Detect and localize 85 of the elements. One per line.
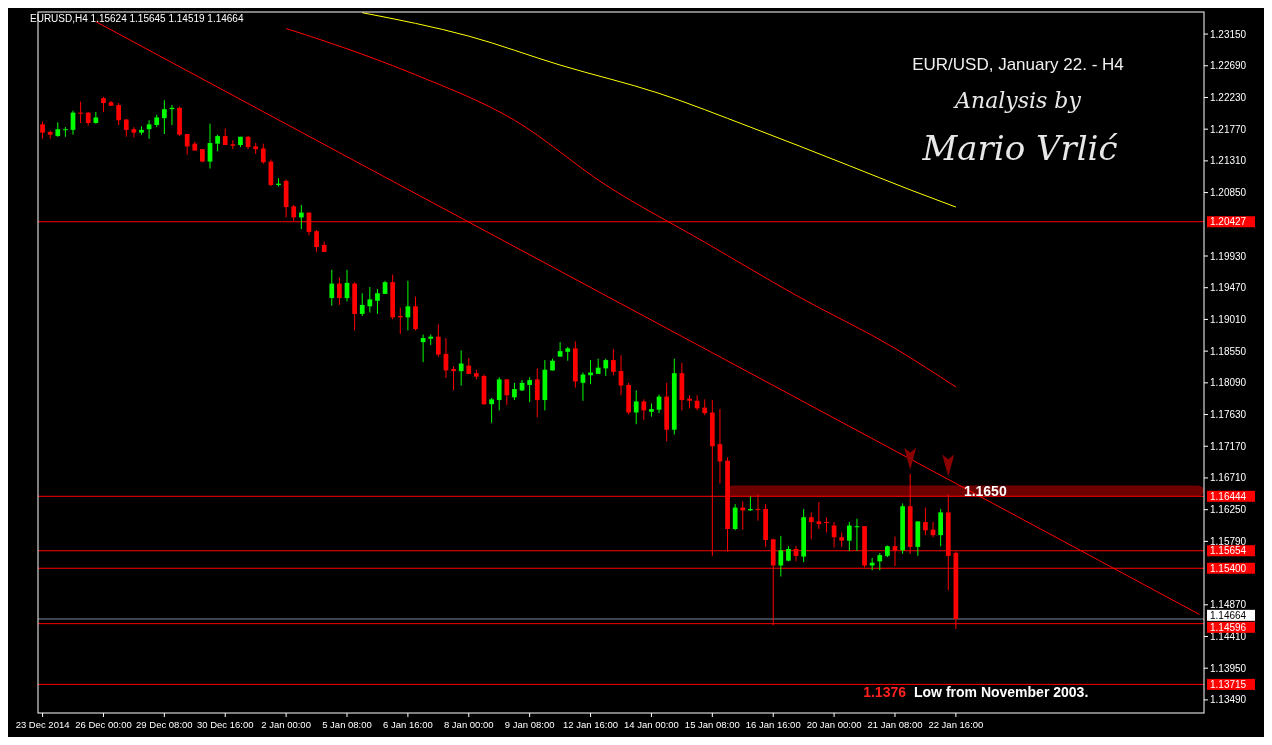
y-tick-label: 1.21770 xyxy=(1210,123,1247,135)
x-tick-label: 2 Jan 00:00 xyxy=(261,719,311,730)
y-tick-label: 1.22230 xyxy=(1210,91,1247,103)
ref-line-label: 1.16444 xyxy=(1210,490,1247,502)
x-tick-label: 15 Jan 08:00 xyxy=(684,719,740,730)
x-tick-label: 9 Jan 08:00 xyxy=(504,719,555,730)
candlestick xyxy=(451,365,456,391)
ref-line-label: 1.13715 xyxy=(1210,678,1247,690)
candlestick xyxy=(413,296,418,331)
candlestick xyxy=(131,126,137,138)
ref-line-label: 1.15654 xyxy=(1210,545,1247,557)
annotation: Analysis by xyxy=(953,88,1082,113)
y-tick-label: 1.19930 xyxy=(1210,250,1247,262)
ref-line-label: 1.15400 xyxy=(1210,562,1247,574)
x-tick-label: 21 Jan 08:00 xyxy=(867,719,923,730)
annotation: Low from November 2003. xyxy=(914,684,1089,701)
candlestick xyxy=(435,323,441,358)
x-tick-label: 26 Dec 00:00 xyxy=(75,719,132,730)
band-label: 1.1650 xyxy=(963,482,1007,499)
candlestick xyxy=(337,276,342,306)
y-tick-label: 1.19010 xyxy=(1210,313,1247,325)
x-tick-label: 5 Jan 08:00 xyxy=(322,719,372,730)
annotation: EURUSD,H4 1.15624 1.15645 1.14519 1.14664 xyxy=(30,13,244,24)
ref-line-label: 1.20427 xyxy=(1210,216,1247,228)
candlestick xyxy=(778,535,784,578)
y-tick-label: 1.15790 xyxy=(1210,535,1247,547)
y-tick-label: 1.18090 xyxy=(1210,377,1247,389)
candlestick xyxy=(816,501,822,530)
annotation: 1.1376 xyxy=(863,684,907,701)
candlestick xyxy=(534,367,540,418)
x-tick-label: 8 Jan 00:00 xyxy=(443,719,494,730)
y-tick-label: 1.17170 xyxy=(1210,440,1247,452)
x-tick-label: 6 Jan 16:00 xyxy=(383,719,433,730)
y-tick-label: 1.23150 xyxy=(1210,28,1247,40)
candlestick xyxy=(808,511,814,540)
x-tick-label: 20 Jan 00:00 xyxy=(806,719,862,730)
candlestick xyxy=(504,378,510,406)
x-tick-label: 12 Jan 16:00 xyxy=(563,719,619,730)
candlestick xyxy=(314,229,319,253)
candlestick xyxy=(375,288,380,315)
y-tick-label: 1.18550 xyxy=(1210,345,1247,357)
candlestick xyxy=(846,521,852,552)
candlestick xyxy=(367,286,373,314)
candlestick xyxy=(923,507,928,536)
y-tick-label: 1.17630 xyxy=(1210,409,1247,421)
x-tick-label: 23 Dec 2014 xyxy=(15,719,70,730)
candlestick xyxy=(63,126,68,138)
y-tick-label: 1.14870 xyxy=(1210,599,1247,611)
y-tick-label: 1.16250 xyxy=(1210,504,1247,516)
candlestick xyxy=(359,292,365,317)
candlestick xyxy=(489,397,494,424)
candlestick xyxy=(458,349,464,387)
candlestick xyxy=(588,359,593,385)
annotation: Mario Vrlić xyxy=(921,128,1119,168)
candlestick xyxy=(641,398,647,421)
candlestick xyxy=(611,348,616,376)
y-tick-label: 1.16710 xyxy=(1210,472,1247,484)
candlestick xyxy=(633,389,639,425)
candlestick xyxy=(161,99,167,135)
y-tick-label: 1.13950 xyxy=(1210,662,1247,674)
candlestick xyxy=(824,516,829,533)
candlestick xyxy=(938,508,944,547)
x-tick-label: 16 Jan 16:00 xyxy=(745,719,801,730)
x-tick-label: 14 Jan 00:00 xyxy=(623,719,679,730)
y-tick-label: 1.20850 xyxy=(1210,187,1247,199)
candlestick xyxy=(732,503,738,531)
candlestick xyxy=(78,101,83,124)
x-tick-label: 22 Jan 16:00 xyxy=(928,719,984,730)
text: EUR/USD, January 22. - H4 xyxy=(912,55,1124,74)
candlestick xyxy=(184,133,190,156)
candlestick xyxy=(557,341,563,358)
x-tick-label: 30 Dec 16:00 xyxy=(196,719,254,730)
y-tick-label: 1.14410 xyxy=(1210,630,1247,642)
ref-line-label: 1.14664 xyxy=(1210,609,1247,621)
candlestick xyxy=(329,269,335,307)
candlestick xyxy=(116,102,122,126)
ref-line-label: 1.14596 xyxy=(1210,621,1247,633)
candlestick xyxy=(260,143,266,165)
x-tick-label: 29 Dec 08:00 xyxy=(136,719,193,730)
y-tick-label: 1.21310 xyxy=(1210,155,1247,167)
y-tick-label: 1.13490 xyxy=(1210,694,1247,706)
y-tick-label: 1.19470 xyxy=(1210,282,1247,294)
candlestick xyxy=(527,376,533,403)
y-tick-label: 1.22690 xyxy=(1210,60,1247,72)
candlestick xyxy=(496,376,502,411)
